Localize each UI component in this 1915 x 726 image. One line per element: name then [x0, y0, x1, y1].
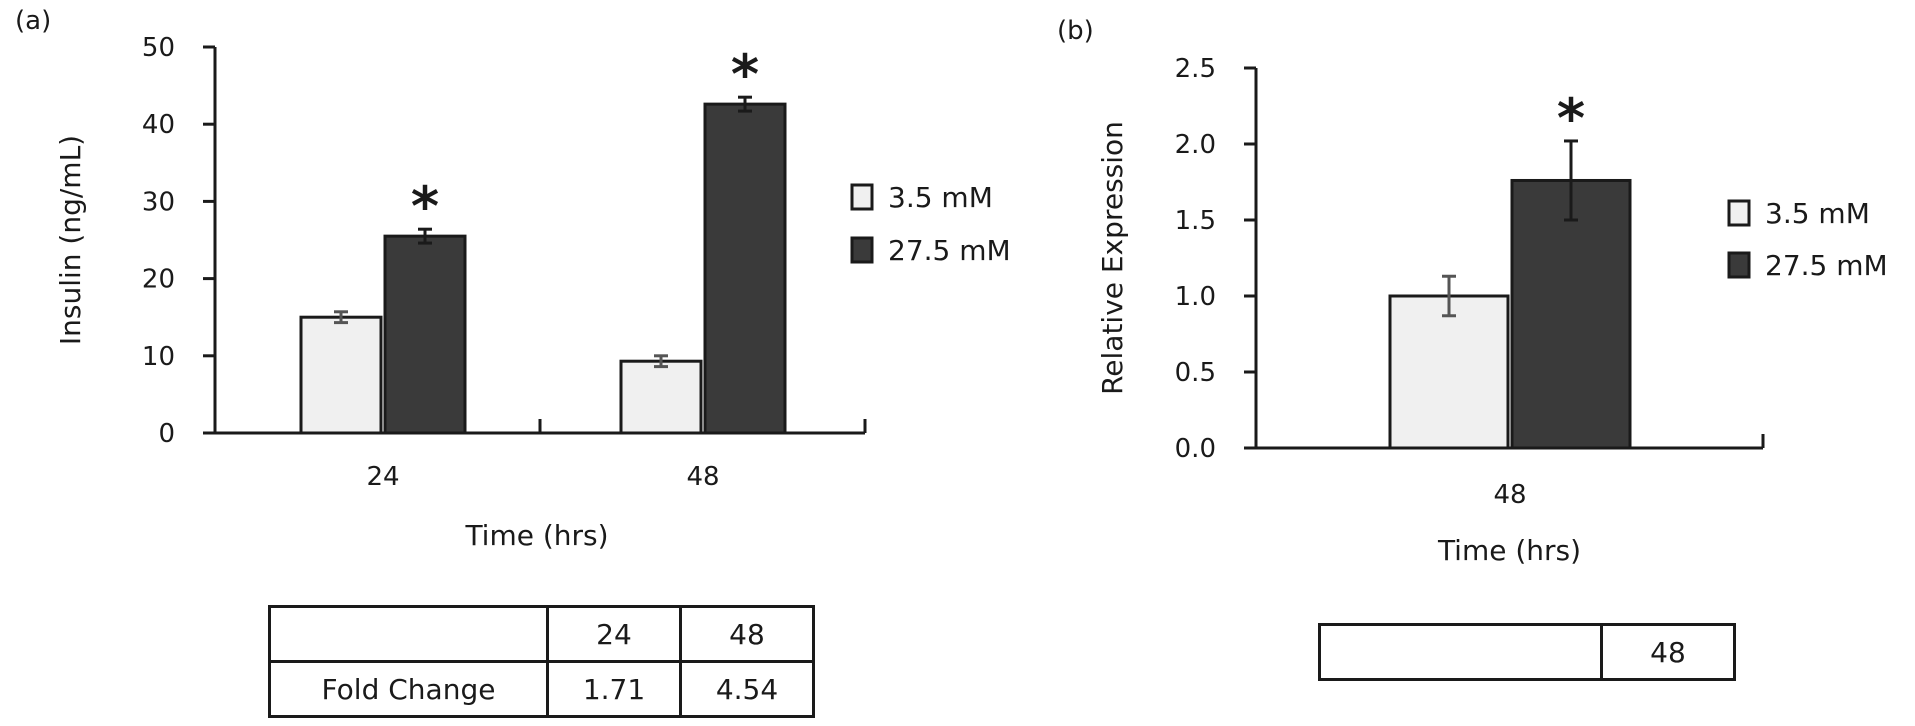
y-tick-label: 0.0: [1175, 434, 1216, 464]
table-header-cell: 48: [679, 605, 815, 663]
legend-label: 3.5 mM: [1765, 197, 1870, 230]
fold-change-table-a: 24 48 Fold Change 1.71 4.54: [268, 605, 815, 718]
table-row: Fold Change 1.71 4.54: [268, 660, 815, 718]
panel-label: (a): [15, 6, 51, 36]
significance-star: *: [731, 43, 759, 106]
fold-change-table-b: 48: [1318, 623, 1736, 681]
y-tick-label: 2.5: [1175, 54, 1216, 84]
bar: [1510, 178, 1632, 450]
y-axis-title: Relative Expression: [1096, 121, 1129, 395]
bar: [299, 315, 383, 435]
legend-swatch: [1727, 199, 1751, 227]
legend-label: 27.5 mM: [1765, 249, 1888, 282]
legend-swatch: [1727, 251, 1751, 279]
x-tick-label: 48: [686, 462, 719, 492]
table-row-label: Fold Change: [268, 660, 549, 718]
significance-star: *: [1557, 87, 1585, 150]
panel-label: (b): [1057, 16, 1094, 46]
table-cell: 4.54: [679, 660, 815, 718]
y-tick-label: 2.0: [1175, 130, 1216, 160]
bar: [703, 102, 787, 435]
x-tick-label: 24: [366, 462, 399, 492]
y-tick-label: 1.5: [1175, 206, 1216, 236]
table-header-cell: 24: [546, 605, 682, 663]
significance-star: *: [411, 175, 439, 238]
table-header-row: 24 48: [268, 605, 815, 663]
y-tick-label: 0.5: [1175, 358, 1216, 388]
bar: [1388, 294, 1510, 450]
table-header-cell: [268, 605, 549, 663]
bar: [619, 359, 703, 435]
legend-swatch: [850, 236, 874, 264]
y-tick-label: 50: [142, 33, 175, 63]
table-header-cell: 48: [1600, 623, 1736, 681]
legend-swatch: [850, 183, 874, 211]
legend-label: 3.5 mM: [888, 181, 993, 214]
y-tick-label: 30: [142, 187, 175, 217]
y-tick-label: 20: [142, 265, 175, 295]
y-tick-label: 1.0: [1175, 282, 1216, 312]
table-header-row: 48: [1318, 623, 1736, 681]
x-axis-title: Time (hrs): [1437, 534, 1581, 567]
bar: [383, 234, 467, 435]
y-tick-label: 10: [142, 342, 175, 372]
table-cell: 1.71: [546, 660, 682, 718]
x-tick-label: 48: [1493, 480, 1526, 510]
y-tick-label: 40: [142, 110, 175, 140]
x-axis-title: Time (hrs): [464, 519, 608, 552]
y-axis-title: Insulin (ng/mL): [54, 135, 87, 345]
y-tick-label: 0: [158, 419, 175, 449]
table-header-cell: [1318, 623, 1603, 681]
legend-label: 27.5 mM: [888, 234, 1011, 267]
